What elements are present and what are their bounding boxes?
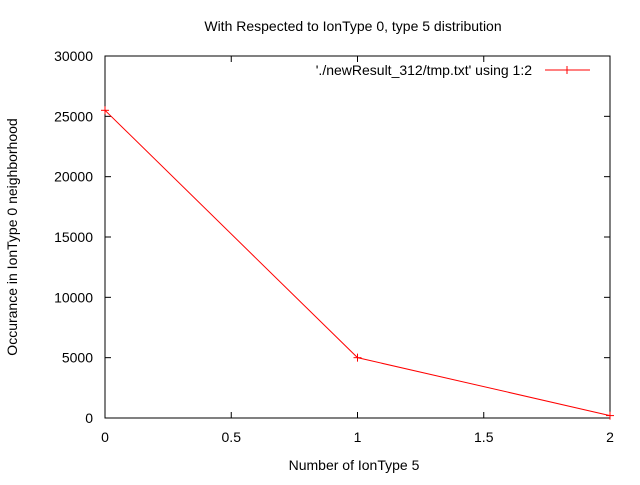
series-line [104, 109, 611, 417]
y-tick-label: 15000 [54, 229, 93, 245]
data-point [101, 106, 109, 115]
y-tick-label: 0 [85, 410, 93, 426]
series-layer [101, 106, 614, 420]
x-tick-label: 0 [101, 429, 109, 445]
y-axis-label: Occurance in IonType 0 neighborhood [4, 118, 20, 355]
x-tick-label: 1.5 [474, 429, 494, 445]
plot-frame [104, 55, 611, 419]
y-tick-label: 30000 [54, 48, 93, 64]
legend-sample [545, 66, 590, 74]
legend-label: './newResult_312/tmp.txt' using 1:2 [316, 62, 532, 78]
y-tick-label: 20000 [54, 169, 93, 185]
y-tick-label: 5000 [62, 350, 93, 366]
data-point [353, 353, 362, 362]
y-tick-label: 10000 [54, 289, 93, 305]
x-tick-label: 0.5 [222, 429, 242, 445]
y-tick-label: 25000 [54, 108, 93, 124]
chart-title: With Respected to IonType 0, type 5 dist… [204, 18, 501, 34]
y-axis: 0 5000 10000 15000 20000 25000 30000 [54, 48, 610, 426]
x-tick-label: 2 [606, 429, 614, 445]
x-tick-label: 1 [354, 429, 362, 445]
legend: './newResult_312/tmp.txt' using 1:2 [316, 62, 590, 78]
x-axis-label: Number of IonType 5 [289, 457, 420, 473]
x-axis: 0 0.5 1 1.5 2 [101, 56, 614, 445]
data-point [606, 411, 614, 420]
